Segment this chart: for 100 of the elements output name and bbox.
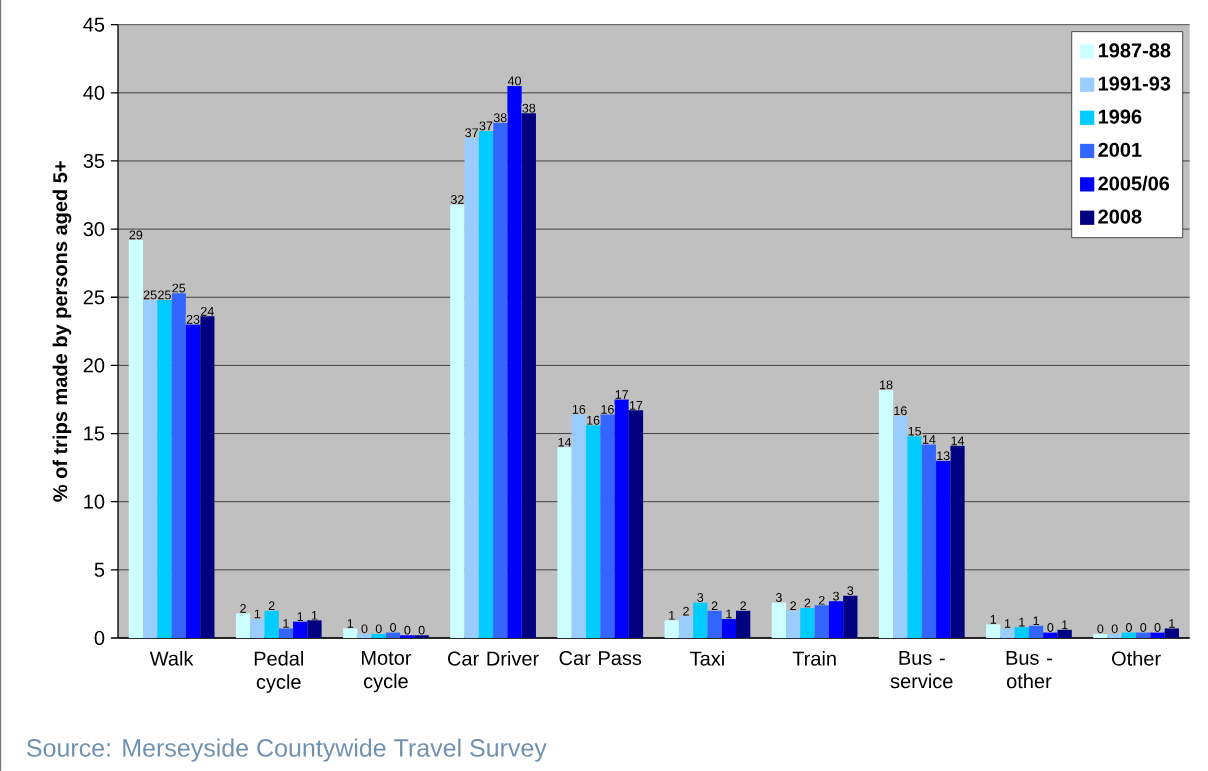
bar <box>157 299 172 638</box>
source-note: Source: Merseyside Countywide Travel Survey <box>27 738 547 762</box>
bar <box>736 610 751 638</box>
data-label: 25 <box>143 290 157 300</box>
bar <box>357 633 372 638</box>
bar <box>786 610 801 638</box>
legend-label: 2008 <box>1098 209 1142 224</box>
x-tick-label: Train <box>792 651 836 666</box>
bar <box>507 86 522 638</box>
bar <box>343 628 358 638</box>
bar <box>1014 627 1029 638</box>
bar <box>1107 633 1122 638</box>
data-label: 17 <box>615 390 629 399</box>
data-label: 1 <box>990 615 997 624</box>
bar <box>250 618 265 638</box>
y-tick-label: 15 <box>84 426 105 441</box>
bar <box>385 632 401 638</box>
data-label: 2 <box>711 601 718 611</box>
data-label: 2 <box>683 606 689 616</box>
data-label: 16 <box>894 406 907 416</box>
bar <box>585 425 601 638</box>
bar <box>128 240 144 638</box>
y-tick-label: 45 <box>83 17 105 32</box>
data-label: 25 <box>172 283 186 293</box>
bar <box>950 445 965 638</box>
data-label: 24 <box>200 306 214 316</box>
data-label: 3 <box>775 593 782 602</box>
data-label: 0 <box>390 623 397 632</box>
data-label: 17 <box>629 401 643 410</box>
bar <box>478 130 494 638</box>
legend-label: 1987-88 <box>1098 43 1171 58</box>
data-label: 16 <box>587 415 600 425</box>
bar <box>828 601 844 638</box>
bar <box>1043 632 1058 638</box>
data-label: 16 <box>601 404 614 414</box>
x-tick-label: Motor cycle <box>362 651 412 693</box>
x-tick-label: Other <box>1112 651 1161 666</box>
bar <box>664 620 679 638</box>
data-label: 1 <box>311 611 318 620</box>
data-label: 13 <box>937 451 950 461</box>
x-tick-label: Bus - other <box>1006 651 1052 689</box>
bar <box>171 293 186 638</box>
bar <box>1150 632 1165 638</box>
bar <box>264 610 279 638</box>
bar <box>878 389 894 638</box>
y-tick-label: 25 <box>83 290 105 305</box>
bar <box>628 410 644 638</box>
bar <box>571 414 586 638</box>
data-label: 3 <box>833 591 839 601</box>
data-label: 0 <box>375 624 382 634</box>
x-tick-label: Pedal cycle <box>254 651 303 693</box>
data-label: 0 <box>404 625 411 635</box>
bar <box>278 628 294 638</box>
data-label: 0 <box>1154 623 1161 632</box>
y-tick-label: 30 <box>83 222 105 237</box>
y-tick-label: 40 <box>83 85 105 100</box>
data-label: 1 <box>726 609 732 619</box>
data-label: 2 <box>268 601 275 611</box>
data-label: 32 <box>450 195 464 204</box>
legend-label: 2001 <box>1098 142 1142 157</box>
data-label: 40 <box>507 76 521 86</box>
data-label: 1 <box>347 619 354 628</box>
bar <box>400 635 415 638</box>
bar <box>721 618 736 638</box>
data-label: 3 <box>847 586 854 596</box>
bar <box>986 624 1001 638</box>
data-label: 37 <box>465 128 478 138</box>
y-tick-label: 0 <box>94 630 105 646</box>
data-label: 0 <box>1111 624 1118 634</box>
data-label: 1 <box>1169 619 1175 628</box>
data-label: 1 <box>254 609 261 619</box>
bar <box>707 610 722 638</box>
bar <box>693 602 708 638</box>
data-label: 2 <box>790 601 797 611</box>
data-label: 14 <box>951 436 965 446</box>
bar <box>614 399 629 638</box>
data-label: 2 <box>804 598 811 608</box>
data-label: 14 <box>922 435 936 444</box>
bar <box>185 324 201 638</box>
bar <box>921 444 937 638</box>
data-label: 1 <box>1019 617 1025 627</box>
bar <box>521 113 536 638</box>
x-tick-label: Car Driver <box>448 651 539 666</box>
data-label: 38 <box>522 103 536 113</box>
bar <box>371 633 386 638</box>
legend-label: 2005/06 <box>1098 175 1170 191</box>
y-axis-title: % of trips made by persons aged 5+ <box>52 161 72 502</box>
data-label: 2 <box>240 604 246 613</box>
data-label: 1 <box>297 612 304 621</box>
bar <box>493 122 508 638</box>
bar <box>235 613 251 638</box>
x-tick-label: Bus - service <box>890 651 953 689</box>
x-tick-label: Taxi <box>690 651 724 666</box>
data-label: 25 <box>158 290 171 300</box>
bar <box>450 204 465 638</box>
data-label: 29 <box>129 230 143 240</box>
data-label: 1 <box>283 619 289 628</box>
data-label: 1 <box>1004 619 1011 628</box>
bar <box>1164 628 1179 638</box>
bar <box>1136 632 1151 638</box>
